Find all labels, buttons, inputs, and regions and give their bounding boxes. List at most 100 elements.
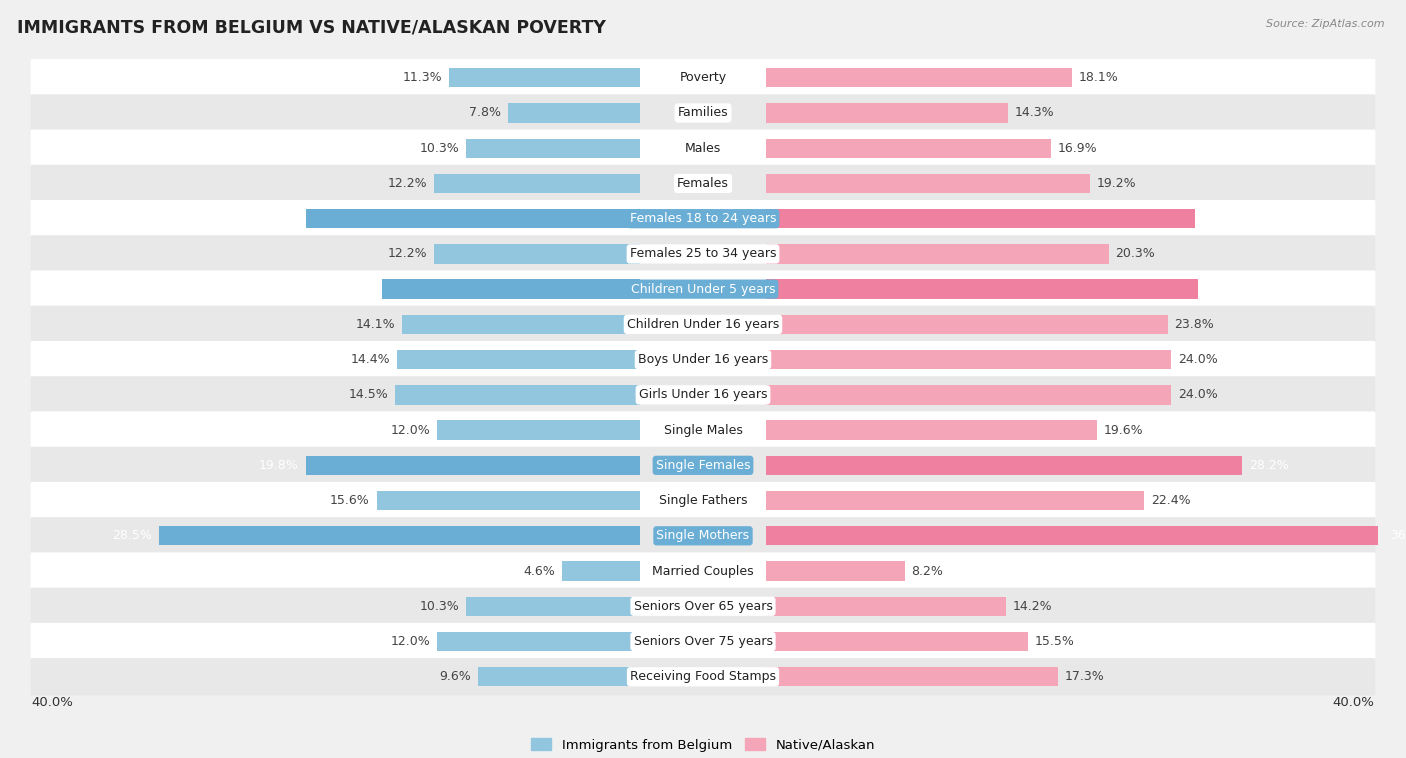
Text: Children Under 16 years: Children Under 16 years <box>627 318 779 331</box>
Text: 19.8%: 19.8% <box>259 212 299 225</box>
Text: Seniors Over 65 years: Seniors Over 65 years <box>634 600 772 612</box>
Text: 18.1%: 18.1% <box>1078 71 1118 84</box>
Text: 15.6%: 15.6% <box>330 494 370 507</box>
Text: 4.6%: 4.6% <box>523 565 555 578</box>
Text: Females 25 to 34 years: Females 25 to 34 years <box>630 247 776 261</box>
FancyBboxPatch shape <box>31 130 1375 167</box>
Text: 12.0%: 12.0% <box>391 635 430 648</box>
Text: 16.9%: 16.9% <box>1059 142 1098 155</box>
Bar <box>508 103 640 123</box>
Text: 19.8%: 19.8% <box>259 459 299 471</box>
Bar <box>159 526 640 546</box>
Bar <box>766 315 1168 334</box>
Text: 14.5%: 14.5% <box>349 388 388 401</box>
Text: 14.2%: 14.2% <box>1012 600 1052 612</box>
Bar <box>766 491 1144 510</box>
Text: 40.0%: 40.0% <box>1333 696 1375 709</box>
Bar <box>766 103 1008 123</box>
Bar <box>766 174 1090 193</box>
Bar <box>766 139 1052 158</box>
FancyBboxPatch shape <box>31 623 1375 660</box>
Bar <box>766 632 1028 651</box>
Bar <box>766 667 1059 687</box>
Bar <box>766 421 1097 440</box>
Bar <box>766 456 1241 475</box>
Text: Married Couples: Married Couples <box>652 565 754 578</box>
Text: 12.2%: 12.2% <box>388 177 427 190</box>
FancyBboxPatch shape <box>31 587 1375 625</box>
Text: 8.2%: 8.2% <box>911 565 943 578</box>
FancyBboxPatch shape <box>31 305 1375 343</box>
Text: 19.6%: 19.6% <box>1104 424 1143 437</box>
Text: Source: ZipAtlas.com: Source: ZipAtlas.com <box>1267 19 1385 29</box>
Text: Girls Under 16 years: Girls Under 16 years <box>638 388 768 401</box>
Bar <box>766 280 1198 299</box>
Bar <box>377 491 640 510</box>
Text: 19.2%: 19.2% <box>1097 177 1136 190</box>
Legend: Immigrants from Belgium, Native/Alaskan: Immigrants from Belgium, Native/Alaskan <box>526 733 880 757</box>
Text: Poverty: Poverty <box>679 71 727 84</box>
Text: 23.8%: 23.8% <box>1174 318 1215 331</box>
FancyBboxPatch shape <box>31 59 1375 96</box>
Bar <box>305 456 640 475</box>
Text: 24.0%: 24.0% <box>1178 353 1218 366</box>
Bar <box>766 526 1384 546</box>
Text: Children Under 5 years: Children Under 5 years <box>631 283 775 296</box>
Text: Boys Under 16 years: Boys Under 16 years <box>638 353 768 366</box>
Bar <box>381 280 640 299</box>
Text: 10.3%: 10.3% <box>419 600 460 612</box>
Bar <box>766 209 1195 228</box>
FancyBboxPatch shape <box>31 94 1375 132</box>
Text: Single Females: Single Females <box>655 459 751 471</box>
Bar <box>465 597 640 616</box>
Text: 10.3%: 10.3% <box>419 142 460 155</box>
FancyBboxPatch shape <box>31 412 1375 449</box>
Text: 28.5%: 28.5% <box>112 529 152 542</box>
Text: Single Fathers: Single Fathers <box>659 494 747 507</box>
Text: 17.3%: 17.3% <box>1064 670 1105 683</box>
Bar <box>478 667 640 687</box>
Bar <box>395 385 640 405</box>
FancyBboxPatch shape <box>31 482 1375 519</box>
Text: 14.4%: 14.4% <box>350 353 389 366</box>
FancyBboxPatch shape <box>31 446 1375 484</box>
Text: 24.0%: 24.0% <box>1178 388 1218 401</box>
Text: Females 18 to 24 years: Females 18 to 24 years <box>630 212 776 225</box>
Text: 7.8%: 7.8% <box>470 106 502 120</box>
Text: IMMIGRANTS FROM BELGIUM VS NATIVE/ALASKAN POVERTY: IMMIGRANTS FROM BELGIUM VS NATIVE/ALASKA… <box>17 19 606 37</box>
FancyBboxPatch shape <box>31 553 1375 590</box>
Text: 22.4%: 22.4% <box>1152 494 1191 507</box>
Bar <box>396 350 640 369</box>
Bar <box>305 209 640 228</box>
Text: 12.2%: 12.2% <box>388 247 427 261</box>
Text: 14.3%: 14.3% <box>1014 106 1054 120</box>
FancyBboxPatch shape <box>31 235 1375 273</box>
Bar <box>449 68 640 87</box>
Text: 15.3%: 15.3% <box>335 283 375 296</box>
Text: 12.0%: 12.0% <box>391 424 430 437</box>
Text: Males: Males <box>685 142 721 155</box>
Bar <box>437 632 640 651</box>
Bar <box>434 244 640 264</box>
FancyBboxPatch shape <box>31 164 1375 202</box>
Text: 14.1%: 14.1% <box>356 318 395 331</box>
Bar <box>766 68 1071 87</box>
Text: Seniors Over 75 years: Seniors Over 75 years <box>634 635 772 648</box>
Bar <box>402 315 640 334</box>
FancyBboxPatch shape <box>31 517 1375 555</box>
Text: 40.0%: 40.0% <box>31 696 73 709</box>
Bar <box>437 421 640 440</box>
FancyBboxPatch shape <box>31 376 1375 414</box>
FancyBboxPatch shape <box>31 341 1375 378</box>
Text: Single Mothers: Single Mothers <box>657 529 749 542</box>
Bar <box>766 597 1005 616</box>
Text: 11.3%: 11.3% <box>402 71 443 84</box>
Text: Single Males: Single Males <box>664 424 742 437</box>
Text: 28.2%: 28.2% <box>1249 459 1288 471</box>
Text: 36.6%: 36.6% <box>1391 529 1406 542</box>
FancyBboxPatch shape <box>31 200 1375 237</box>
Text: Families: Families <box>678 106 728 120</box>
FancyBboxPatch shape <box>31 658 1375 695</box>
Bar <box>766 562 904 581</box>
Bar <box>562 562 640 581</box>
